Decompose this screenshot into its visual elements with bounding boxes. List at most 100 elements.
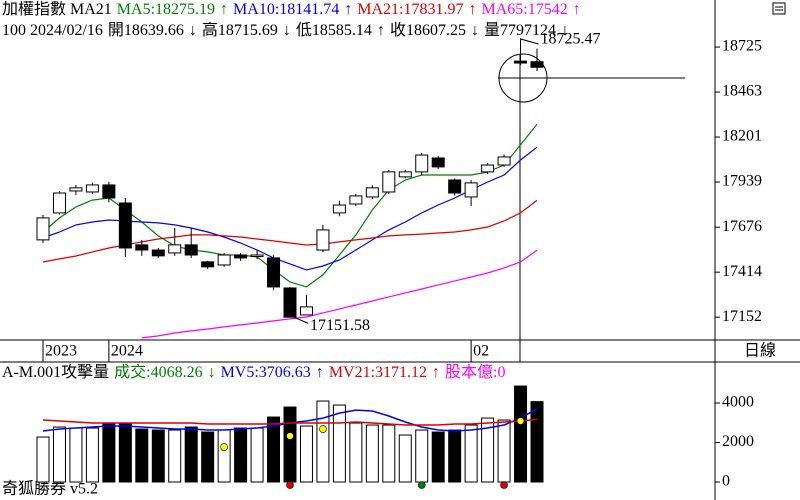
- volume-bar: [530, 401, 544, 483]
- info-text: 量7797124: [483, 22, 556, 39]
- signal-dot: [286, 432, 294, 440]
- ma-line: [141, 249, 538, 339]
- signal-dot: [516, 417, 525, 425]
- candle-body: [250, 254, 264, 258]
- volume-trend: ↓: [207, 364, 216, 381]
- legend-entry: MV21:3171.12: [328, 364, 428, 381]
- volume-bar: [151, 429, 165, 483]
- candle-body: [118, 202, 132, 249]
- candle-body: [135, 244, 149, 251]
- volume-bar: [299, 425, 313, 483]
- volume-bar: [481, 417, 495, 483]
- y-tick-label: 4000: [722, 394, 754, 411]
- candle-body: [267, 257, 281, 288]
- candle-body: [530, 61, 544, 68]
- candle-body: [201, 261, 215, 268]
- volume-bar: [118, 423, 132, 483]
- candle-body: [514, 60, 528, 64]
- x-tick-label: 02: [473, 343, 489, 360]
- volume-bar: [184, 426, 198, 483]
- x-tick-label: 2023: [45, 343, 77, 360]
- candle-body: [464, 182, 478, 198]
- candle-body: [398, 171, 412, 178]
- candle-body: [102, 184, 116, 199]
- legend-trend: ↑: [220, 1, 229, 18]
- volume-bar: [349, 422, 363, 483]
- ma-line: [42, 146, 538, 271]
- high-label: 18725.47: [541, 31, 601, 48]
- info-text: 開18639.66: [107, 22, 184, 39]
- candle-body: [448, 179, 462, 194]
- legend-trend: ↑: [315, 364, 324, 381]
- info-text: ↓: [470, 22, 479, 39]
- y-tick-label: 18463: [722, 83, 762, 100]
- info-text: ↓: [282, 22, 291, 39]
- volume-bar: [135, 428, 149, 483]
- legend-trend: ↑: [432, 364, 441, 381]
- legend-trend: ↑: [572, 1, 581, 18]
- legend-entry: MA5:18275.19: [116, 1, 216, 18]
- volume-bar: [448, 429, 462, 483]
- candle-body: [316, 229, 330, 251]
- volume-bar: [52, 426, 66, 483]
- info-text: 收18607.25: [389, 22, 466, 39]
- volume-legend: A-M.001攻擊量 成交:4068.26 ↓ MV5:3706.63 ↑ MV21:31…: [2, 364, 714, 382]
- legend-entry: MA10:18141.74: [233, 1, 340, 18]
- candle-body: [481, 164, 495, 173]
- y-tick-label: 17939: [722, 173, 762, 190]
- volume-title: A-M.001攻擊量: [2, 364, 110, 381]
- y-tick-label: 17414: [722, 263, 762, 280]
- candle-body: [431, 157, 445, 168]
- y-tick-label: 18725: [722, 38, 762, 55]
- signal-dot: [220, 443, 228, 451]
- volume-bar: [365, 424, 379, 483]
- volume-bar: [514, 385, 528, 483]
- info-text: 100 2024/02/16: [2, 22, 103, 39]
- volume-bar: [36, 436, 50, 483]
- volume-bar: [267, 416, 281, 483]
- high-flag: [520, 38, 539, 47]
- x-tick-label: 2024: [111, 343, 143, 360]
- candle-body: [497, 156, 511, 166]
- volume-bar: [85, 427, 99, 483]
- candle-body: [69, 187, 83, 192]
- candle-body: [332, 204, 346, 214]
- volume-bar: [398, 434, 412, 483]
- info-text: 低18585.14: [295, 22, 372, 39]
- low-pointer: [293, 316, 309, 324]
- info-text: ↑: [376, 22, 385, 39]
- mv-line: [42, 418, 538, 426]
- volume-bar: [316, 400, 330, 483]
- volume-bar: [332, 404, 346, 483]
- volume-bar: [283, 406, 297, 483]
- legend-entry: MA21:17831.97: [357, 1, 464, 18]
- ma-line: [42, 123, 538, 288]
- legend-entry: MV5:3706.63: [220, 364, 311, 381]
- signal-dot: [286, 481, 294, 489]
- low-label: 17151.58: [310, 317, 370, 334]
- period-label: 日線: [744, 342, 776, 360]
- y-tick-label: 17152: [722, 308, 762, 325]
- candle-body: [283, 287, 297, 318]
- signal-dot: [500, 481, 508, 489]
- candle-body: [217, 254, 231, 266]
- footer: 奇狐勝券 v5.2: [2, 480, 98, 498]
- candle-body: [36, 217, 50, 241]
- volume-bar: [382, 424, 396, 483]
- volume-bar: [201, 431, 215, 483]
- candle-body: [382, 171, 396, 193]
- candle-body: [52, 192, 66, 214]
- candle-body: [151, 249, 165, 257]
- volume-bar: [234, 427, 248, 483]
- candle-body: [299, 306, 313, 316]
- candle-body: [234, 254, 248, 259]
- window-icon[interactable]: [772, 2, 786, 15]
- volume-bar: [250, 427, 264, 483]
- candle-body: [85, 184, 99, 193]
- volume-bar: [168, 429, 182, 483]
- crosshair-circle: [498, 53, 548, 103]
- signal-dot: [417, 481, 426, 489]
- y-tick-label: 2000: [722, 433, 754, 450]
